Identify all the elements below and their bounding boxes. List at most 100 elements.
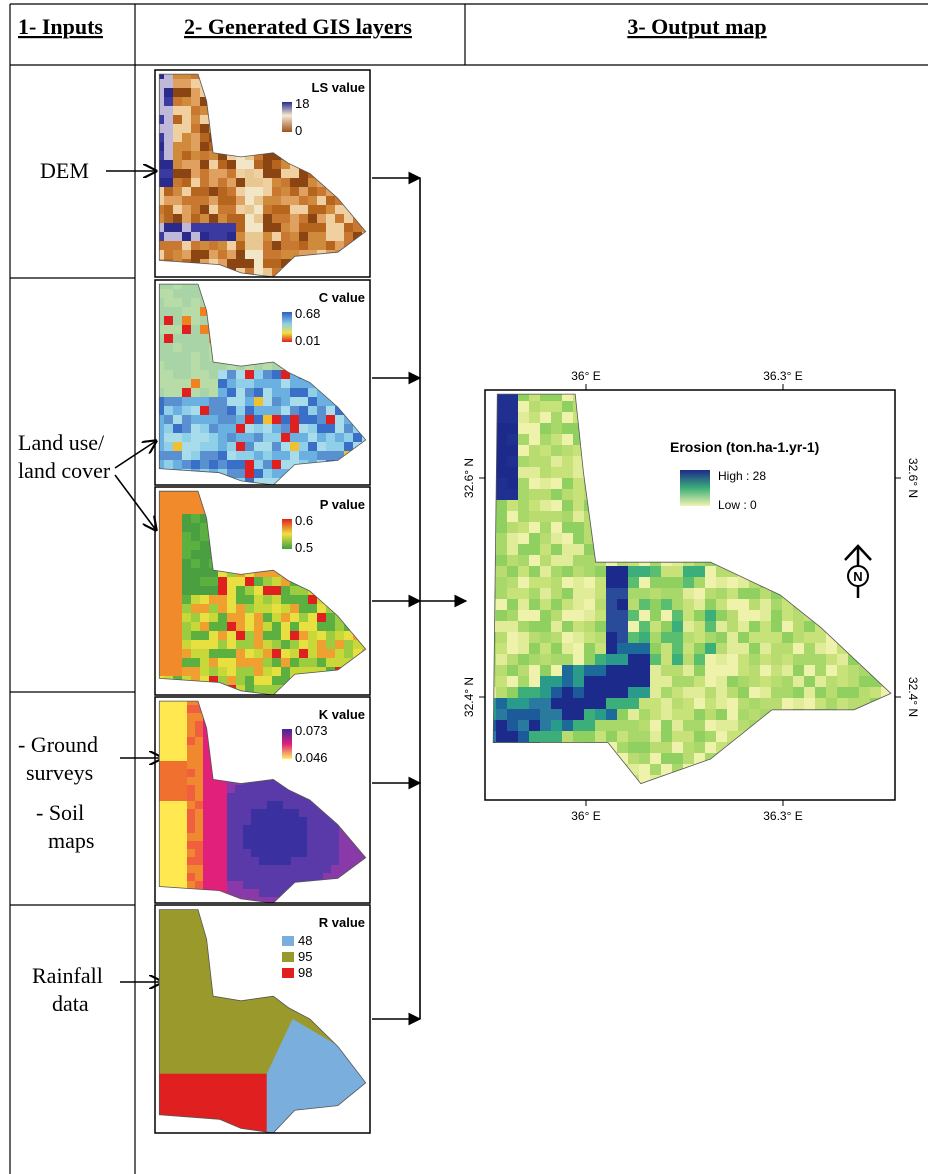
cell [243,897,252,906]
cell [275,721,284,730]
cell [326,586,336,596]
cell [245,187,255,197]
cell [211,849,220,858]
cell [191,352,201,362]
cell [290,397,300,407]
cell [203,745,212,754]
cell [326,604,336,614]
cell [317,160,327,170]
cell [155,505,165,515]
cell [507,456,519,468]
cell [892,390,904,402]
cell [254,550,264,560]
cell [727,676,739,688]
cell [749,709,761,721]
cell [317,214,327,224]
cell [164,379,174,389]
cell [182,361,192,371]
cell [347,841,356,850]
cell [218,622,228,632]
cell [485,720,497,732]
cell [164,550,174,560]
cell [335,115,345,125]
cell [892,511,904,523]
cell [344,352,354,362]
cell [793,401,805,413]
cell [672,698,684,710]
cell [290,151,300,161]
cell [496,665,508,677]
cell [155,223,165,233]
cell [308,415,318,425]
cell [892,720,904,732]
cell [263,478,273,488]
cell [209,622,219,632]
legend-title: R value [319,915,365,930]
cell [562,753,574,765]
cell [771,566,783,578]
cell [485,533,497,545]
cell [639,533,651,545]
cell [236,133,246,143]
cell [870,632,882,644]
cell [705,599,717,611]
cell [496,621,508,633]
cell [617,698,629,710]
cell [164,133,174,143]
cell [573,654,585,666]
cell [683,731,695,743]
cell [881,665,893,677]
cell [259,801,268,810]
cell [661,676,673,688]
cell [299,361,309,371]
legend-swatch [282,952,294,962]
cell [191,289,201,299]
cell [738,401,750,413]
cell [326,151,336,161]
cell [182,505,192,515]
cell [317,250,327,260]
cell [606,588,618,600]
cell [203,881,212,890]
cell [771,522,783,534]
cell [218,577,228,587]
cell [218,133,228,143]
cell [672,665,684,677]
cell [705,610,717,622]
cell [529,511,541,523]
cell [259,817,268,826]
cell [650,665,662,677]
cell [182,541,192,551]
cell [254,397,264,407]
cell [182,451,192,461]
cell [335,142,345,152]
cell [705,775,717,787]
cell [870,797,882,809]
cell [661,588,673,600]
cell [326,469,336,479]
cell [326,541,336,551]
cell [606,445,618,457]
cell [191,541,201,551]
cell [191,424,201,434]
cell [749,764,761,776]
cell [335,133,345,143]
cell [694,720,706,732]
cell [661,709,673,721]
cell [173,361,183,371]
cell [881,423,893,435]
cell [171,713,180,722]
cell [353,241,363,251]
cell [200,640,210,650]
cell [164,640,174,650]
cell [507,621,519,633]
cell [171,825,180,834]
cell [826,500,838,512]
cell [236,223,246,233]
cell [540,610,552,622]
cell [251,833,260,842]
cell [307,785,316,794]
cell [804,786,816,798]
cell [562,610,574,622]
cell [672,643,684,655]
